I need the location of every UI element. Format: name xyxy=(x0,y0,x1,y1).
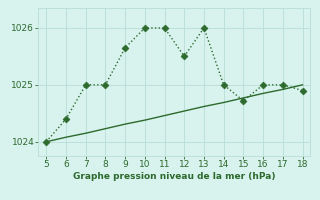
X-axis label: Graphe pression niveau de la mer (hPa): Graphe pression niveau de la mer (hPa) xyxy=(73,172,276,181)
